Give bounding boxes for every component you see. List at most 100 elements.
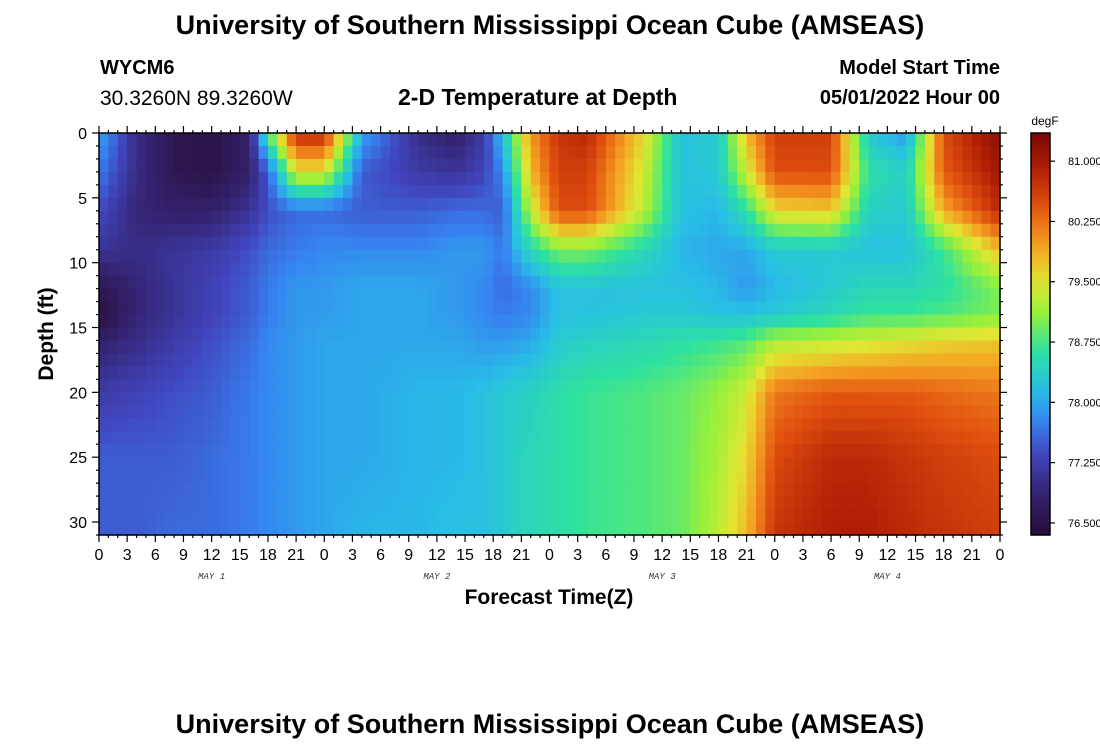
heatmap-cell <box>314 223 325 238</box>
heatmap-cell <box>605 133 616 147</box>
heatmap-cell <box>183 236 194 251</box>
heatmap-cell <box>540 522 551 536</box>
heatmap-cell <box>755 210 766 225</box>
heatmap-cell <box>277 379 288 393</box>
heatmap-cell <box>305 133 316 147</box>
heatmap-cell <box>690 496 701 510</box>
heatmap-cell <box>371 158 382 173</box>
heatmap-cell <box>868 353 879 368</box>
heatmap-cell <box>230 275 241 290</box>
heatmap-cell <box>558 197 569 212</box>
heatmap-cell <box>962 509 973 523</box>
heatmap-cell <box>849 249 860 264</box>
heatmap-cell <box>802 483 813 497</box>
heatmap-cell <box>652 444 663 458</box>
heatmap-cell <box>164 431 175 445</box>
heatmap-cell <box>483 509 494 523</box>
heatmap-cell <box>511 340 522 355</box>
heatmap-cell <box>418 171 429 186</box>
heatmap-cell <box>680 236 691 251</box>
heatmap-cell <box>934 340 945 355</box>
heatmap-cell <box>671 366 682 380</box>
heatmap-cell <box>868 483 879 497</box>
heatmap-cell <box>399 405 410 419</box>
heatmap-cell <box>540 444 551 458</box>
heatmap-cell <box>277 288 288 303</box>
heatmap-cell <box>765 379 776 393</box>
heatmap-cell <box>474 509 485 523</box>
heatmap-cell <box>906 353 917 368</box>
heatmap-cell <box>446 353 457 368</box>
heatmap-cell <box>662 431 673 445</box>
heatmap-cell <box>343 496 354 510</box>
heatmap-cell <box>924 288 935 303</box>
heatmap-cell <box>859 483 870 497</box>
heatmap-cell <box>624 145 635 160</box>
heatmap-cell <box>343 353 354 368</box>
heatmap-cell <box>943 483 954 497</box>
heatmap-cell <box>558 210 569 225</box>
heatmap-cell <box>380 496 391 510</box>
heatmap-cell <box>530 262 541 277</box>
heatmap-cell <box>587 353 598 368</box>
x-tick-label: 18 <box>259 547 277 564</box>
heatmap-cell <box>352 470 363 484</box>
heatmap-cell <box>962 223 973 238</box>
heatmap-cell <box>924 275 935 290</box>
heatmap-cell <box>859 197 870 212</box>
heatmap-cell <box>483 262 494 277</box>
heatmap-cell <box>305 262 316 277</box>
heatmap-cell <box>418 249 429 264</box>
heatmap-cell <box>277 236 288 251</box>
heatmap-cell <box>202 522 213 536</box>
x-tick-label: 12 <box>428 547 446 564</box>
heatmap-cell <box>352 457 363 471</box>
heatmap-cell <box>136 509 147 523</box>
heatmap-cell <box>305 496 316 510</box>
heatmap-cell <box>699 379 710 393</box>
heatmap-cell <box>483 483 494 497</box>
heatmap-cell <box>774 483 785 497</box>
heatmap-cell <box>493 288 504 303</box>
heatmap-cell <box>136 392 147 406</box>
heatmap-cell <box>971 262 982 277</box>
heatmap-cell <box>314 145 325 160</box>
heatmap-cell <box>389 197 400 212</box>
heatmap-cell <box>427 171 438 186</box>
heatmap-cell <box>990 288 1001 303</box>
heatmap-cell <box>849 171 860 186</box>
x-tick-label: 18 <box>710 547 728 564</box>
heatmap-cell <box>483 275 494 290</box>
heatmap-cell <box>371 522 382 536</box>
heatmap-cell <box>127 314 138 329</box>
heatmap-cell <box>324 145 335 160</box>
heatmap-cell <box>436 210 447 225</box>
heatmap-cell <box>774 457 785 471</box>
heatmap-cell <box>192 133 203 147</box>
heatmap-cell <box>605 249 616 264</box>
heatmap-cell <box>699 392 710 406</box>
heatmap-cell <box>755 171 766 186</box>
heatmap-cell <box>474 262 485 277</box>
heatmap-cell <box>127 262 138 277</box>
y-axis-label: Depth (ft) <box>35 287 58 380</box>
heatmap-cell <box>540 145 551 160</box>
heatmap-cell <box>239 314 250 329</box>
heatmap-cell <box>183 522 194 536</box>
heatmap-cell <box>605 223 616 238</box>
heatmap-cell <box>136 418 147 432</box>
heatmap-cell <box>615 249 626 264</box>
heatmap-cell <box>568 236 579 251</box>
heatmap-cell <box>821 379 832 393</box>
heatmap-cell <box>831 197 842 212</box>
heatmap-cell <box>746 197 757 212</box>
heatmap-cell <box>530 171 541 186</box>
heatmap-cell <box>530 327 541 342</box>
heatmap-cell <box>737 275 748 290</box>
heatmap-cell <box>774 379 785 393</box>
heatmap-cell <box>746 171 757 186</box>
heatmap-cell <box>709 496 720 510</box>
heatmap-cell <box>277 184 288 199</box>
heatmap-cell <box>746 522 757 536</box>
heatmap-cell <box>784 483 795 497</box>
